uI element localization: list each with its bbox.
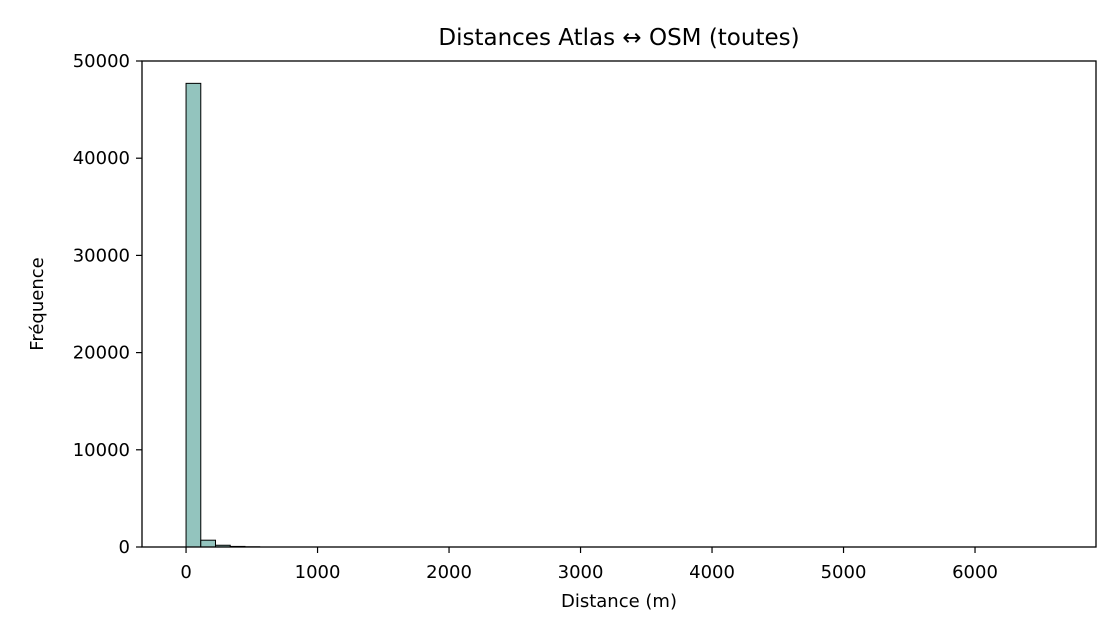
x-axis-ticks: 0 1000 2000 3000 4000 5000 6000	[180, 547, 998, 583]
y-tick-label: 50000	[73, 51, 130, 72]
y-tick-label: 40000	[73, 148, 130, 169]
y-tick-label: 20000	[73, 343, 130, 364]
x-tick-label: 3000	[558, 562, 604, 583]
x-tick-label: 5000	[821, 562, 867, 583]
y-tick-label: 30000	[73, 245, 130, 266]
histogram-bar-1	[200, 539, 217, 548]
y-tick-label: 0	[119, 537, 130, 558]
x-axis-label: Distance (m)	[561, 591, 677, 612]
plot-frame	[141, 60, 1097, 548]
y-tick-label: 10000	[73, 440, 130, 461]
y-axis-label: Fréquence	[27, 257, 48, 350]
y-axis-ticks: 0 10000 20000 30000 40000 50000	[73, 51, 142, 558]
x-tick-label: 1000	[295, 562, 341, 583]
x-tick-label: 0	[180, 562, 191, 583]
chart-title: Distances Atlas ↔ OSM (toutes)	[438, 25, 799, 51]
histogram-bar-0	[185, 82, 202, 548]
histogram-bars	[185, 82, 261, 548]
x-tick-label: 6000	[952, 562, 998, 583]
x-tick-label: 2000	[426, 562, 472, 583]
x-tick-label: 4000	[689, 562, 735, 583]
